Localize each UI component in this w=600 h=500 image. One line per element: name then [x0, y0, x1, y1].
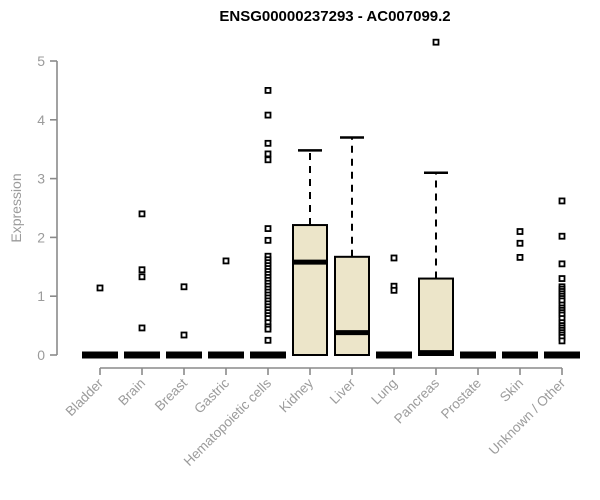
x-tick-label: Breast — [152, 375, 190, 413]
x-tick-label: Kidney — [276, 375, 316, 415]
zero-box-Unknown / Other — [544, 351, 580, 359]
x-tick-label: Skin — [497, 376, 526, 405]
outlier-point — [138, 266, 146, 274]
y-tick-label: 1 — [37, 288, 45, 304]
outlier-point — [264, 236, 272, 244]
outlier-point — [264, 325, 272, 333]
outlier-point — [264, 156, 272, 164]
x-tick-label: Pancreas — [391, 375, 442, 426]
outlier-point — [96, 284, 104, 292]
zero-box-Bladder — [82, 351, 118, 359]
chart-title: ENSG00000237293 - AC007099.2 — [219, 8, 451, 25]
y-axis-title: Expression — [8, 173, 24, 243]
outlier-point — [180, 283, 188, 291]
outlier-point — [558, 275, 566, 282]
outlier-point — [390, 254, 398, 262]
outlier-point — [558, 232, 566, 240]
outlier-point — [558, 260, 566, 268]
outlier-point — [264, 336, 272, 344]
zero-box-Hematopoietic cells — [250, 351, 286, 359]
outlier-point — [516, 253, 524, 261]
zero-box-Prostate — [460, 351, 496, 359]
y-tick-label: 4 — [37, 112, 45, 128]
outlier-point — [264, 87, 272, 94]
y-tick-label: 2 — [37, 229, 45, 245]
outlier-point — [138, 210, 146, 218]
outlier-point — [138, 273, 146, 281]
y-tick-label: 5 — [37, 53, 45, 69]
outlier-point — [222, 257, 230, 265]
x-tick-label: Liver — [327, 375, 359, 407]
outlier-point — [516, 239, 524, 247]
zero-box-Skin — [502, 351, 538, 359]
outlier-point — [558, 197, 566, 205]
zero-box-Breast — [166, 351, 202, 359]
outlier-point — [558, 337, 566, 345]
box-Kidney — [292, 224, 328, 356]
outlier-point — [180, 331, 188, 339]
x-tick-label: Unknown / Other — [486, 375, 569, 458]
x-tick-label: Brain — [115, 376, 148, 409]
zero-box-Gastric — [208, 351, 244, 359]
zero-box-Lung — [376, 351, 412, 359]
x-tick-label: Lung — [368, 376, 400, 408]
outlier-point — [516, 228, 524, 235]
x-tick-label: Bladder — [63, 375, 107, 419]
outlier-point — [390, 286, 398, 294]
x-tick-label: Prostate — [438, 376, 484, 422]
outlier-point — [264, 139, 272, 147]
outlier-point — [264, 150, 272, 158]
zero-box-Brain — [124, 351, 160, 359]
box-Pancreas — [418, 277, 454, 356]
outlier-point — [264, 111, 272, 119]
y-tick-label: 0 — [37, 347, 45, 363]
outlier-point — [432, 38, 440, 46]
outlier-point — [138, 324, 146, 332]
box-Liver — [334, 255, 370, 356]
y-tick-label: 3 — [37, 171, 45, 187]
x-tick-label: Gastric — [191, 375, 232, 416]
outlier-point — [264, 225, 272, 232]
